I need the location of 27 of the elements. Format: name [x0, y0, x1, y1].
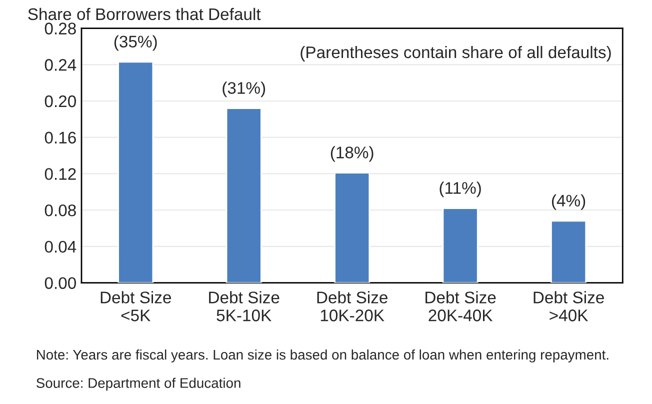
y-tick-label: 0.04: [44, 240, 76, 253]
y-tick-label: 0.12: [44, 168, 76, 180]
annotation: (Parentheses contain share of all defaults): [300, 46, 611, 62]
y-axis-title: Share of Borrowers that Default: [28, 8, 261, 20]
x-tick-label: Debt Size 10K-20K: [317, 291, 388, 322]
annotation: (18%): [330, 146, 374, 162]
y-tick-label: 0.00: [44, 277, 76, 290]
y-tick-label: 0.24: [44, 59, 76, 71]
y-tick-label: 0.16: [44, 132, 76, 144]
bar: [334, 172, 370, 283]
annotation: (11%): [440, 182, 481, 198]
y-tick-label: 0.20: [44, 95, 76, 108]
bar: [226, 108, 262, 283]
x-tick-label: Debt Size 5K-10K: [209, 291, 280, 322]
bar: [550, 220, 587, 283]
annotation: (4%): [552, 194, 586, 210]
y-tick-label: 0.28: [44, 22, 76, 34]
x-tick-label: Debt Size <5K: [100, 291, 172, 322]
annotation: (35%): [114, 35, 157, 51]
x-tick-label: Debt Size >40K: [534, 291, 604, 322]
bar: [442, 208, 478, 283]
text: Note: Years are fiscal years. Loan size is based on balance of loan when entering repayment.: [37, 349, 608, 362]
annotation: (31%): [222, 82, 266, 98]
y-tick-label: 0.08: [44, 204, 76, 216]
source-note: Source: Department of Education: [36, 378, 240, 391]
x-tick-label: Debt Size 20K-40K: [426, 291, 496, 322]
bar: [118, 61, 154, 283]
